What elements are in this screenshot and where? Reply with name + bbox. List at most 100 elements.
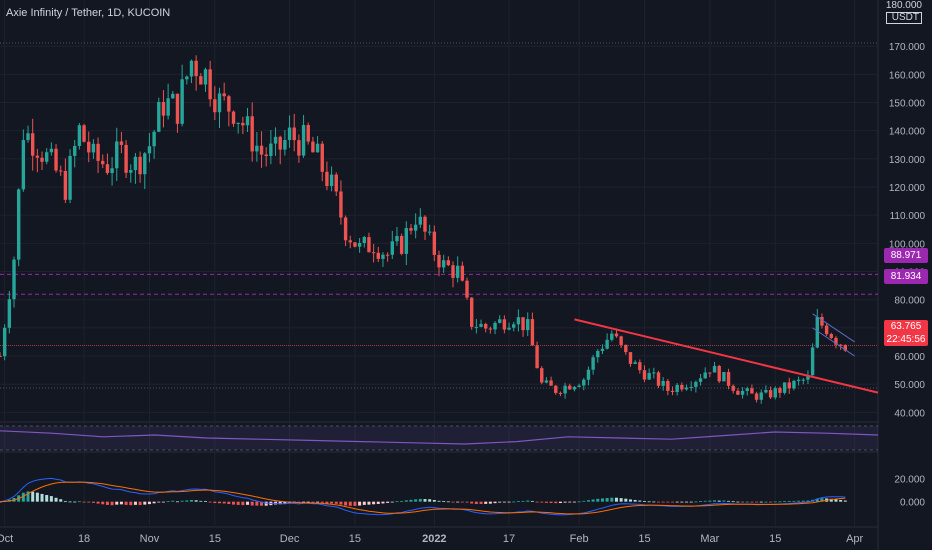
macd-histogram-bar [470, 501, 474, 504]
macd-tick-label: 20.000 [894, 474, 925, 485]
macd-histogram-bar [348, 501, 352, 506]
candle-body [329, 174, 334, 186]
macd-histogram-bar [614, 497, 618, 502]
candle-body [152, 131, 156, 147]
candle-body [259, 145, 264, 155]
candle-body [124, 144, 128, 173]
time-tick-label: Nov [140, 533, 160, 545]
candle-body [493, 322, 497, 330]
time-tick-label: 2022 [422, 533, 446, 545]
candle-body [0, 356, 2, 358]
level-88-tag[interactable]: 88.971 [884, 248, 928, 263]
macd-histogram-bar [325, 501, 329, 504]
trendline-layer[interactable] [574, 313, 879, 394]
currency-label[interactable]: USDT [885, 12, 922, 24]
candle-body [652, 372, 656, 374]
macd-histogram-bar [703, 500, 707, 502]
candle-body [213, 99, 217, 113]
candle-body [792, 380, 796, 389]
level-81-tag[interactable]: 81.934 [884, 269, 928, 284]
macd-histogram-bar [502, 501, 506, 503]
macd-histogram-bar [806, 500, 810, 502]
macd-histogram-bar [652, 501, 656, 503]
candle-body [147, 146, 152, 154]
price-tick-label: 100.000 [889, 239, 926, 250]
candle-body [768, 390, 773, 398]
candle-body [610, 333, 614, 340]
candle-body [73, 145, 77, 156]
macd-histogram-bar [334, 501, 338, 504]
candle-body [45, 152, 49, 162]
macd-histogram-bar [600, 498, 604, 502]
time-tick-label: 15 [769, 533, 781, 545]
candle-body [353, 242, 357, 247]
macd-histogram-bar [362, 501, 366, 505]
chart-title: Axie Infinity / Tether, 1D, KUCOIN [6, 7, 171, 19]
macd-histogram-bar [465, 501, 469, 503]
candle-body [759, 392, 763, 400]
macd-histogram-bar [843, 500, 847, 502]
macd-histogram-bar [344, 501, 348, 506]
macd-histogram-bar [642, 501, 646, 502]
candle-body [810, 347, 815, 376]
macd-histogram-bar [628, 499, 632, 502]
candle-body [250, 116, 254, 152]
macd-histogram-bar [73, 501, 77, 503]
candle-body [455, 265, 460, 278]
macd-histogram-bar [246, 501, 250, 505]
macd-histogram-bar [801, 500, 805, 502]
candle-body [558, 392, 563, 394]
candle-body [507, 327, 511, 330]
macd-histogram-bar [582, 500, 586, 502]
last-price-tag[interactable]: 63.765 22:45:56 [884, 320, 928, 346]
macd-histogram-bar [306, 501, 310, 503]
macd-histogram-bar [189, 499, 193, 502]
candle-body [101, 160, 105, 165]
macd-histogram-bar [260, 501, 264, 506]
macd-histogram-bar [199, 500, 203, 502]
macd-histogram-bar [689, 501, 693, 503]
candle-body [301, 125, 306, 156]
candle-body [21, 140, 26, 190]
macd-histogram-bar [63, 501, 67, 503]
candle-body [661, 380, 665, 386]
price-tick-label: 140.000 [889, 127, 926, 138]
candle-body [577, 385, 581, 387]
candle-body [754, 393, 759, 400]
macd-histogram-bar [129, 501, 133, 506]
candle-body [829, 334, 833, 338]
candle-body [413, 224, 418, 231]
candle-body [334, 174, 338, 192]
macd-histogram-bar [839, 499, 843, 502]
candle-body [87, 141, 91, 153]
candle-body [255, 145, 259, 152]
candle-body [787, 382, 791, 389]
candle-body [572, 386, 577, 390]
candle-body [208, 69, 212, 100]
candle-body [722, 371, 726, 382]
candle-body [105, 164, 110, 174]
macd-histogram-bar [633, 499, 637, 502]
macd-histogram-bar [521, 500, 525, 502]
candle-body [535, 345, 539, 369]
macd-histogram-bar [820, 498, 824, 502]
candle-body [694, 381, 698, 387]
countdown-timer: 22:45:56 [886, 334, 926, 345]
macd-histogram-bar [479, 501, 483, 504]
candle-body [684, 387, 689, 390]
candle-body [82, 125, 86, 142]
macd-histogram-bar [432, 499, 436, 502]
macd-histogram-bar [21, 492, 25, 502]
price-tick-label: 60.000 [894, 352, 925, 363]
macd-histogram-bar [717, 500, 721, 502]
candle-body [129, 170, 133, 173]
candle-body [166, 98, 170, 116]
macd-histogram-bar [437, 500, 441, 502]
macd-histogram-bar [218, 501, 221, 504]
candle-body [446, 260, 451, 266]
macd-histogram-bar [773, 501, 777, 503]
candle-body [479, 323, 483, 327]
candle-body [465, 280, 469, 298]
